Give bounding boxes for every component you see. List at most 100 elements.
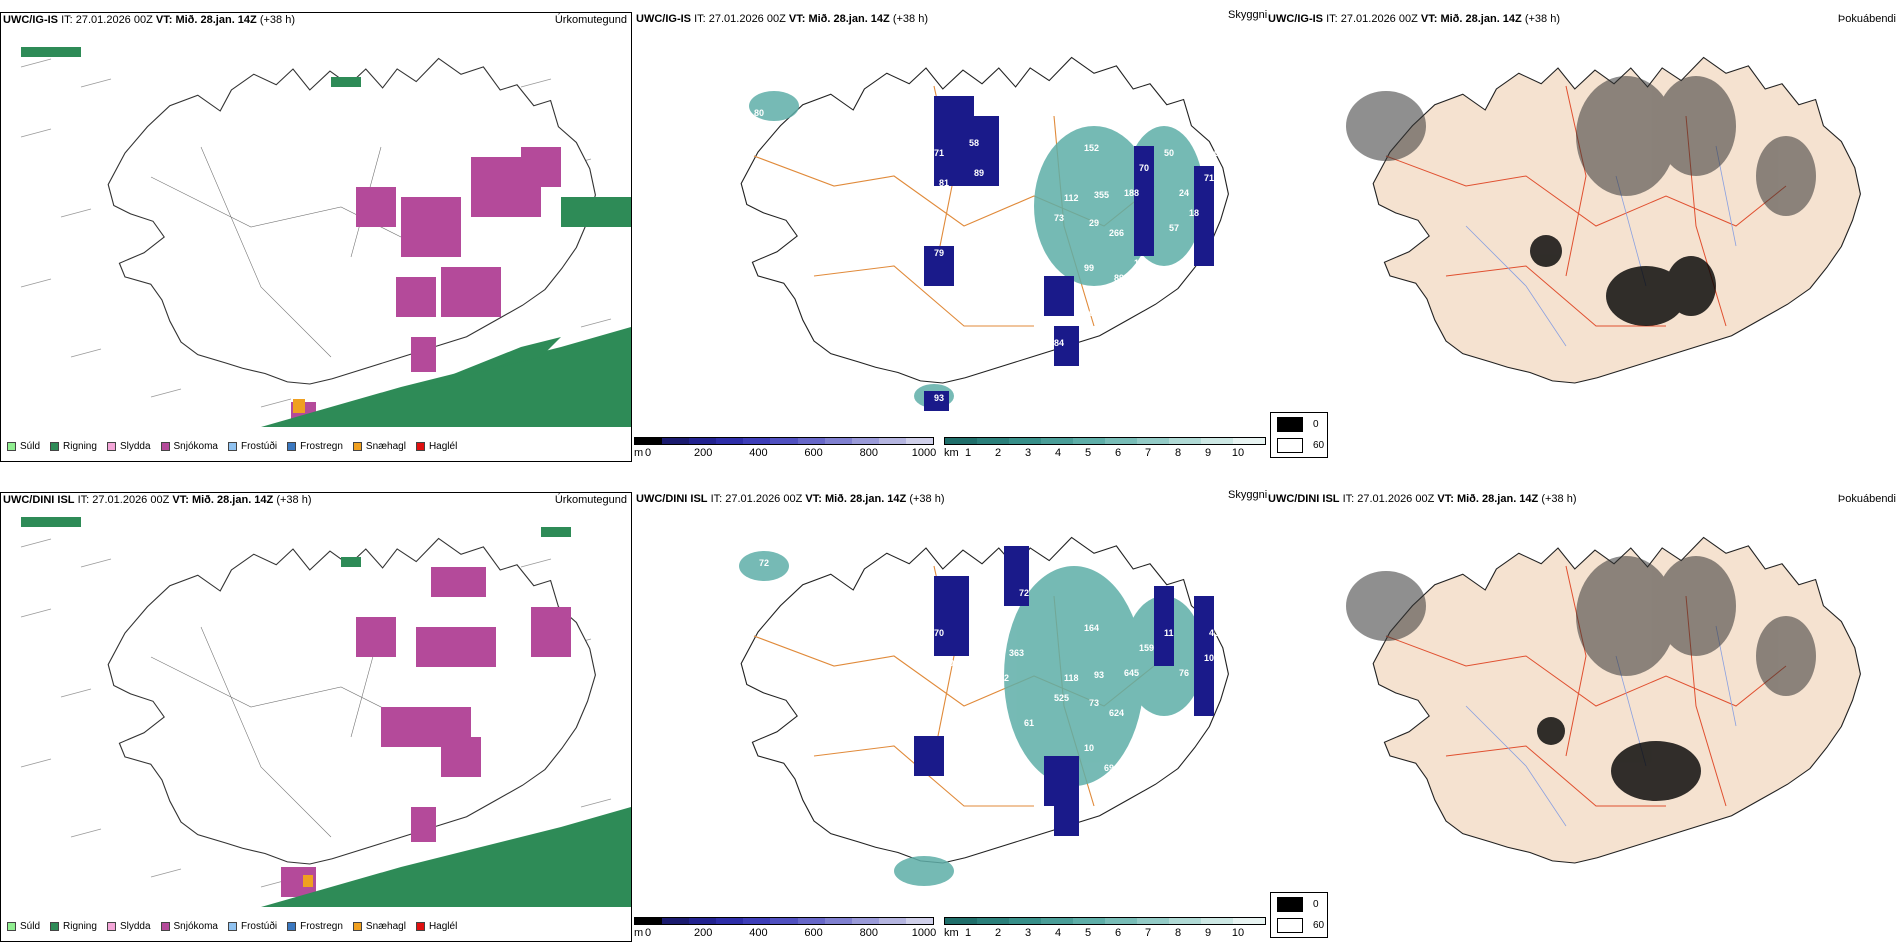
- colorbar-cell: [662, 438, 690, 444]
- ceiling-value-label: 10: [1084, 743, 1094, 753]
- colorbar-tick: 800: [859, 447, 878, 459]
- ceiling-value-label: 11: [1164, 628, 1174, 638]
- panel-title: Úrkomutegund: [554, 14, 627, 26]
- precip-map: [20, 47, 631, 427]
- ceiling-value-label: 202: [994, 673, 1009, 683]
- legend-swatch: [106, 922, 116, 931]
- visibility-colorbar-cells: [944, 917, 1266, 925]
- colorbar-cell: [1169, 438, 1201, 444]
- sunshine-label: 60: [1313, 920, 1325, 931]
- colorbar-cell: [1041, 438, 1073, 444]
- legend-item: Rigning: [50, 921, 97, 932]
- precip-type-panel: UWC/DINI ISL IT: 27.01.2026 00Z VT: Mið.…: [0, 492, 632, 942]
- ceiling-value-label: 43: [1209, 628, 1219, 638]
- colorbar-tick: 9: [1204, 927, 1212, 939]
- legend-item: Haglél: [415, 921, 457, 932]
- ceiling-value-label: 12: [1009, 168, 1019, 178]
- colorbar-tick: 4: [1054, 927, 1062, 939]
- legend-label: Slydda: [119, 441, 151, 452]
- it-value: 27.01.2026 00Z: [725, 493, 803, 505]
- colorbar-tick: 200: [694, 447, 713, 459]
- rivers-roads: [1385, 85, 1787, 327]
- colorbar-tick: 600: [804, 927, 823, 939]
- legend-item: Rigning: [50, 441, 97, 452]
- colorbar-cell: [1073, 918, 1105, 924]
- model-name: UWC/DINI ISL: [636, 493, 708, 505]
- panel-title: Úrkomutegund: [554, 494, 627, 506]
- fog-dense: [1537, 717, 1701, 801]
- legend-label: Rigning: [63, 441, 97, 452]
- precip-legend: Súld Rigning Slydda Snjókoma Frostúði Fr…: [7, 441, 457, 452]
- colorbar-tick: 5: [1084, 927, 1092, 939]
- colorbar-cell: [662, 918, 690, 924]
- legend-label: Haglél: [428, 441, 458, 452]
- legend-item: Frostregn: [287, 441, 343, 452]
- legend-label: Frostúði: [240, 921, 278, 932]
- ceiling-value-label: 112: [1064, 193, 1079, 203]
- colorbar-cell: [743, 918, 771, 924]
- ceiling-value-label: 72: [759, 558, 769, 568]
- legend-swatch: [415, 922, 425, 931]
- sunshine-swatch: [1277, 438, 1303, 453]
- legend-item: Frostúði: [227, 441, 278, 452]
- colorbar-cell: [743, 438, 771, 444]
- colorbar-tick: 8: [1174, 447, 1182, 459]
- rain-areas: [21, 517, 631, 907]
- colorbar-tick: 2: [994, 447, 1002, 459]
- legend-item: Snjókoma: [160, 441, 218, 452]
- legend-swatch: [415, 442, 425, 451]
- it-value: 27.01.2026 00Z: [708, 13, 786, 25]
- run-info: UWC/IG-IS IT: 27.01.2026 00Z VT: Mið. 28…: [1268, 12, 1560, 26]
- colorbar-tick: 3: [1024, 927, 1032, 939]
- legend-label: Súld: [20, 441, 41, 452]
- ceiling-value-label: 525: [1054, 693, 1069, 703]
- legend-swatch: [352, 922, 362, 931]
- ceiling-value-label: 72: [1019, 588, 1029, 598]
- colorbar-cell: [770, 918, 798, 924]
- panel-title: Þokuábendi: [1837, 13, 1896, 25]
- colorbar-tick: 8: [1174, 927, 1182, 939]
- legend-swatch: [50, 442, 60, 451]
- ceiling-labels: 80 80 53 71 58 81 89 12 106 152 50 10 71 112 355 188 70 2…: [754, 78, 1219, 403]
- legend-swatch: [227, 922, 237, 931]
- legend-label: Frostúði: [240, 441, 278, 452]
- legend-swatch: [227, 442, 237, 451]
- fog-dense: [1530, 235, 1716, 326]
- rain-areas: [21, 47, 631, 427]
- it-label: IT:: [1342, 493, 1355, 505]
- legend-item: Snjókoma: [160, 921, 218, 932]
- colorbar-tick: 1: [964, 927, 972, 939]
- ceiling-value-label: 73: [1089, 698, 1099, 708]
- colorbar-tick: 10: [1231, 927, 1245, 939]
- colorbar-tick: 2: [994, 927, 1002, 939]
- lead-time: (+38 h): [892, 13, 928, 25]
- sleet-hail-area: [303, 875, 313, 887]
- colorbar-tick: 4: [1054, 447, 1062, 459]
- colorbar-cell: [851, 918, 879, 924]
- run-info: UWC/IG-IS IT: 27.01.2026 00Z VT: Mið. 28…: [636, 12, 928, 26]
- it-label: IT:: [710, 493, 723, 505]
- legend-item: Frostúði: [227, 921, 278, 932]
- lead-time: (+38 h): [276, 494, 312, 506]
- colorbar-tick: 0: [644, 447, 652, 459]
- model-name: UWC/DINI ISL: [3, 494, 75, 506]
- sunshine-label: 60: [1313, 440, 1325, 451]
- visibility-ticks: 1 2 3 4 5 6 7 8 9 10: [964, 927, 1244, 941]
- visibility-unit: km: [944, 927, 959, 939]
- it-value: 27.01.2026 00Z: [1357, 493, 1435, 505]
- fog-panel: UWC/DINI ISL IT: 27.01.2026 00Z VT: Mið.…: [1266, 492, 1900, 942]
- ceiling-value-label: 84: [984, 233, 994, 243]
- colorbar-cell: [1105, 438, 1137, 444]
- snow-areas: [291, 147, 561, 422]
- ceiling-value-label: 93: [934, 393, 944, 403]
- vt-label: VT:: [172, 494, 189, 506]
- it-label: IT:: [61, 14, 73, 26]
- legend-item: Súld: [7, 921, 40, 932]
- ceiling-areas: [924, 96, 1214, 411]
- vt-value: Mið. 28.jan. 14Z: [175, 14, 257, 26]
- run-info: UWC/DINI ISL IT: 27.01.2026 00Z VT: Mið.…: [636, 492, 945, 506]
- colorbar-tick: 1: [964, 447, 972, 459]
- colorbar-cell: [1009, 438, 1041, 444]
- ceiling-ticks: 0 200 400 600 800 1000: [645, 927, 936, 941]
- ceiling-value-label: 142: [1024, 238, 1039, 248]
